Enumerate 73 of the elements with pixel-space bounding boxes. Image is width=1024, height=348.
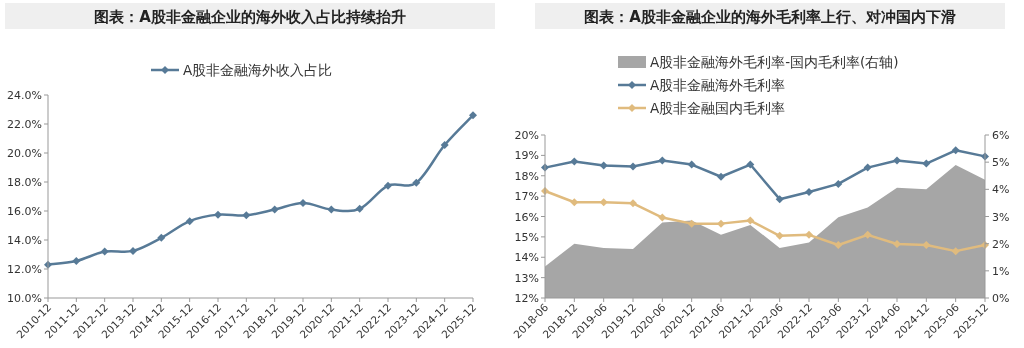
y2-tick-label: 5% bbox=[992, 156, 1010, 170]
point bbox=[599, 198, 608, 207]
point bbox=[922, 159, 931, 168]
point bbox=[717, 172, 725, 181]
y-tick-label: 15% bbox=[514, 230, 539, 244]
y-tick-label: 13% bbox=[514, 271, 539, 285]
point bbox=[746, 216, 755, 225]
y-tick-label: 12.0% bbox=[7, 263, 42, 276]
point bbox=[299, 199, 307, 208]
y-tick-label: 14% bbox=[514, 251, 539, 265]
y2-tick-label: 3% bbox=[992, 210, 1010, 224]
y2-tick-label: 6% bbox=[992, 129, 1010, 142]
chart-title: 图表：A股非金融企业的海外收入占比持续抬升 bbox=[94, 8, 406, 26]
point bbox=[384, 181, 392, 190]
y2-tick-label: 1% bbox=[992, 264, 1010, 278]
chart-title: 图表：A股非金融企业的海外毛利率上行、对冲国内下滑 bbox=[584, 8, 956, 26]
y-tick-label: 19% bbox=[514, 149, 539, 163]
y-tick-label: 18% bbox=[514, 169, 539, 183]
y-tick-label: 18.0% bbox=[7, 176, 42, 189]
y-tick-label: 16% bbox=[514, 210, 539, 224]
y2-tick-label: 4% bbox=[992, 183, 1010, 197]
y-tick-label: 10.0% bbox=[7, 292, 42, 305]
y-tick-label: 12% bbox=[514, 292, 539, 305]
y-tick-label: 22.0% bbox=[7, 118, 42, 131]
point bbox=[863, 230, 872, 239]
point bbox=[658, 156, 667, 165]
legend-label: A股非金融海外毛利率-国内毛利率(右轴) bbox=[650, 54, 899, 70]
y2-tick-label: 2% bbox=[992, 237, 1010, 251]
point bbox=[687, 160, 696, 169]
point bbox=[834, 241, 843, 250]
point bbox=[157, 233, 166, 242]
y-tick-label: 24.0% bbox=[7, 89, 42, 102]
y2-tick-label: 0% bbox=[992, 292, 1010, 305]
point bbox=[893, 156, 901, 165]
point bbox=[717, 219, 725, 228]
y-tick-label: 16.0% bbox=[7, 205, 42, 218]
point bbox=[893, 240, 901, 249]
point bbox=[775, 231, 784, 240]
y-tick-label: 17% bbox=[514, 190, 539, 204]
point bbox=[775, 195, 784, 204]
point bbox=[746, 160, 755, 169]
legend-label: A股非金融海外毛利率 bbox=[650, 77, 786, 93]
point bbox=[214, 210, 222, 219]
point bbox=[270, 205, 279, 214]
point bbox=[440, 141, 449, 150]
point bbox=[599, 161, 608, 170]
point bbox=[72, 257, 81, 266]
point bbox=[129, 246, 137, 255]
point bbox=[687, 219, 696, 228]
point bbox=[570, 157, 579, 166]
point bbox=[658, 213, 667, 222]
point bbox=[469, 111, 477, 120]
point bbox=[951, 247, 960, 256]
point bbox=[629, 162, 637, 171]
y-tick-label: 14.0% bbox=[7, 234, 42, 247]
point bbox=[834, 179, 843, 188]
legend-label: A股非金融海外收入占比 bbox=[183, 62, 333, 78]
point bbox=[922, 241, 931, 250]
point bbox=[805, 188, 813, 197]
legend-label: A股非金融国内毛利率 bbox=[650, 100, 786, 116]
point bbox=[242, 211, 251, 220]
point bbox=[805, 230, 813, 239]
point bbox=[185, 217, 194, 226]
point bbox=[629, 199, 637, 208]
point bbox=[570, 198, 579, 207]
y-tick-label: 20% bbox=[514, 129, 539, 142]
point bbox=[863, 163, 872, 172]
point bbox=[100, 247, 109, 256]
y-tick-label: 20.0% bbox=[7, 147, 42, 160]
point bbox=[412, 178, 421, 187]
point bbox=[355, 204, 364, 213]
point bbox=[327, 205, 336, 214]
point bbox=[951, 146, 960, 155]
